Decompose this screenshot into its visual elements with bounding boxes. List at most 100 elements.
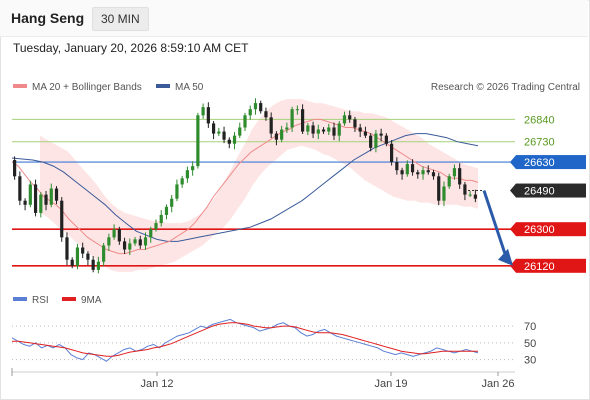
legend-swatch-bollinger — [13, 84, 27, 88]
candle-body — [447, 176, 451, 187]
legend-label-bollinger: MA 20 + Bollinger Bands — [32, 82, 142, 93]
level-tag-pointer-26630 — [510, 155, 516, 170]
level-tag-pointer-26490 — [510, 183, 516, 198]
chart-header: Hang Seng 30 MIN — [0, 0, 588, 37]
candle-body — [442, 186, 446, 201]
candle-body — [196, 115, 200, 167]
candle-body — [321, 129, 326, 132]
candle-body — [227, 139, 231, 144]
candle-body — [431, 172, 436, 177]
x-tick-label: Jan 12 — [140, 378, 173, 390]
forecast-arrow-head — [498, 248, 513, 266]
candle-body — [138, 239, 142, 246]
candle-body — [232, 135, 237, 144]
candle-body — [222, 131, 226, 140]
candle-body — [437, 176, 441, 201]
level-label-26120: 26120 — [524, 261, 555, 273]
candle-body — [395, 162, 399, 171]
candle-body — [191, 166, 195, 171]
legend-label-ma50: MA 50 — [175, 82, 204, 93]
legend-label-rsi-ma: 9MA — [81, 295, 102, 306]
candle-body — [201, 107, 205, 116]
candle-body — [274, 133, 279, 140]
candle-body — [269, 117, 273, 134]
candle-body — [86, 253, 90, 260]
candle-body — [217, 131, 221, 134]
candle-body — [28, 184, 32, 205]
candle-body — [23, 200, 27, 205]
candle-body — [185, 170, 190, 179]
candle-body — [54, 188, 59, 201]
candle-body — [117, 229, 121, 242]
candle-body — [348, 115, 352, 120]
level-tag-pointer-26300 — [510, 222, 516, 237]
bollinger-band-area — [40, 99, 478, 272]
candle-body — [416, 172, 420, 175]
candle-body — [149, 229, 153, 238]
level-tag-26490 — [516, 183, 586, 198]
candle-body — [159, 214, 163, 224]
level-label-26300: 26300 — [524, 224, 555, 236]
candle-body — [243, 115, 247, 128]
candle-body — [128, 243, 132, 250]
candle-body — [369, 135, 373, 148]
candle-body — [175, 184, 179, 199]
candle-body — [107, 237, 111, 246]
copyright-label: Research © 2026 Trading Central — [431, 82, 580, 93]
candle-body — [421, 170, 425, 175]
candle-body — [295, 109, 299, 111]
interval-button[interactable]: 30 MIN — [92, 7, 149, 31]
candle-body — [390, 143, 394, 163]
level-label-26630: 26630 — [524, 157, 555, 169]
candle-body — [81, 247, 85, 254]
candle-body — [70, 259, 74, 266]
candle-body — [342, 115, 347, 124]
rsi-level-label-30: 30 — [524, 355, 536, 367]
candle-body — [400, 170, 404, 175]
candle-body — [300, 109, 305, 132]
level-tag-26630 — [516, 155, 586, 170]
rsi-ma-line — [12, 322, 478, 357]
candle-body — [458, 168, 462, 185]
candle-body — [60, 200, 64, 238]
candle-body — [248, 109, 252, 116]
rsi-panel: 70 50 30 — [11, 318, 536, 367]
level-label-26840: 26840 — [524, 114, 555, 126]
level-tag-26120 — [516, 258, 586, 273]
legend-label-rsi: RSI — [32, 295, 49, 306]
candle-body — [311, 125, 315, 134]
candle-body — [280, 129, 284, 140]
candle-body — [306, 125, 310, 132]
candle-body — [473, 194, 477, 199]
candle-body — [13, 160, 17, 177]
timestamp: Tuesday, January 20, 2026 8:59:10 AM CET — [13, 41, 249, 55]
level-tag-26300 — [516, 222, 586, 237]
legend-swatch-rsi — [13, 297, 27, 301]
candle-body — [33, 184, 38, 213]
legend-swatch-rsi-ma — [62, 297, 76, 301]
candle-body — [112, 229, 116, 238]
rsi-line — [11, 318, 479, 362]
legend-swatch-ma50 — [156, 84, 170, 88]
candle-body — [405, 164, 409, 175]
candle-body — [238, 127, 242, 136]
candle-body — [133, 239, 137, 244]
x-tick-label: Jan 26 — [481, 378, 514, 390]
candle-body — [49, 188, 53, 205]
x-tick-label: Jan 19 — [374, 378, 407, 390]
candle-body — [316, 129, 320, 134]
candle-body — [65, 237, 69, 260]
level-label-26490: 26490 — [524, 186, 555, 198]
candle-body — [327, 127, 331, 132]
candle-body — [91, 259, 95, 270]
candle-body — [290, 109, 294, 128]
forecast-arrow-shaft — [482, 190, 508, 258]
candle-body — [143, 237, 148, 246]
candle-body — [332, 127, 336, 136]
level-label-26730: 26730 — [524, 137, 555, 149]
candle-body — [259, 103, 263, 112]
rsi-level-label-70: 70 — [524, 321, 536, 333]
candle-body — [384, 135, 388, 144]
candle-body — [253, 103, 258, 110]
